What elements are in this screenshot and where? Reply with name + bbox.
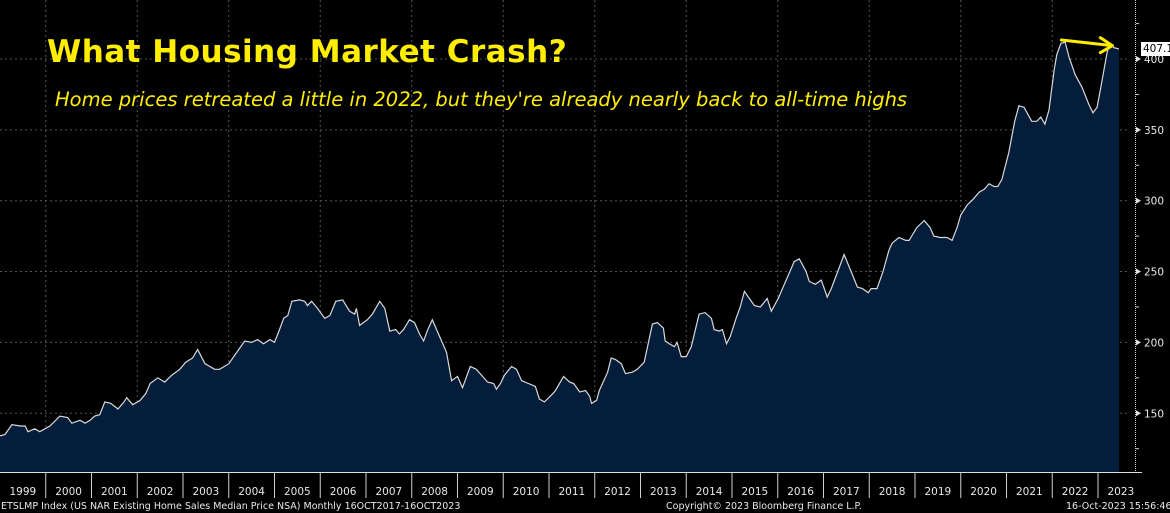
x-tick-label: 2013 xyxy=(650,486,677,498)
timestamp: 16-Oct-2023 15:56:46 xyxy=(1066,501,1170,512)
x-tick-label: 2016 xyxy=(787,486,814,498)
x-tick-label: 2006 xyxy=(330,486,357,498)
y-tick-label: 150 xyxy=(1144,408,1164,420)
x-tick-label: 2003 xyxy=(193,486,220,498)
x-tick-label: 2004 xyxy=(238,486,265,498)
x-tick-label: 2002 xyxy=(147,486,174,498)
y-tick-label: 250 xyxy=(1144,267,1164,279)
x-tick-label: 2020 xyxy=(970,486,997,498)
y-tick-marker xyxy=(1136,126,1141,133)
x-tick-label: 2000 xyxy=(55,486,82,498)
x-tick-label: 2019 xyxy=(925,486,952,498)
x-tick-label: 2015 xyxy=(742,486,769,498)
x-tick-label: 2009 xyxy=(467,486,494,498)
x-tick-label: 1999 xyxy=(10,486,37,498)
arrow-shaft xyxy=(1059,38,1114,48)
y-tick-marker xyxy=(1136,56,1141,62)
x-tick-label: 2008 xyxy=(421,486,448,498)
y-tick-label: 350 xyxy=(1144,125,1164,137)
last-value-label: 407.1 xyxy=(1141,42,1170,56)
y-axis: 150 200 250 300 350 400 xyxy=(1135,0,1164,474)
x-tick-label: 2001 xyxy=(101,486,128,498)
x-tick-label: 2005 xyxy=(284,486,311,498)
arrow-head xyxy=(1098,36,1114,55)
y-tick-marker xyxy=(1136,268,1141,275)
x-axis: 1999 2000 2001 2002 2003 2004 2005 2006 2007 2008… xyxy=(0,472,1142,498)
y-tick-marker xyxy=(1136,197,1141,204)
x-tick-label: 2010 xyxy=(513,486,540,498)
x-tick-label: 2007 xyxy=(376,486,403,498)
copyright: Copyright© 2023 Bloomberg Finance L.P. xyxy=(666,501,862,512)
series-description: ETSLMP Index (US NAR Existing Home Sales… xyxy=(1,501,461,512)
chart-subtitle: Home prices retreated a little in 2022, … xyxy=(55,88,908,111)
x-tick-label: 2021 xyxy=(1016,486,1043,498)
x-tick-label: 2012 xyxy=(604,486,631,498)
y-tick-marker xyxy=(1136,410,1141,417)
y-tick-label: 400 xyxy=(1144,54,1164,66)
series-line xyxy=(0,41,1120,437)
y-tick-label: 300 xyxy=(1144,196,1164,208)
chart-title: What Housing Market Crash? xyxy=(47,34,568,70)
x-tick-label: 2017 xyxy=(833,486,860,498)
y-tick-marker xyxy=(1136,339,1141,346)
x-tick-label: 2011 xyxy=(559,486,586,498)
x-tick-label: 2018 xyxy=(879,486,906,498)
area-fill xyxy=(0,42,1119,472)
x-tick-label: 2014 xyxy=(696,486,723,498)
x-tick-label: 2022 xyxy=(1062,486,1089,498)
annotation-arrow xyxy=(1059,36,1114,55)
x-tick-label: 2023 xyxy=(1108,486,1135,498)
y-tick-label: 200 xyxy=(1144,337,1164,349)
